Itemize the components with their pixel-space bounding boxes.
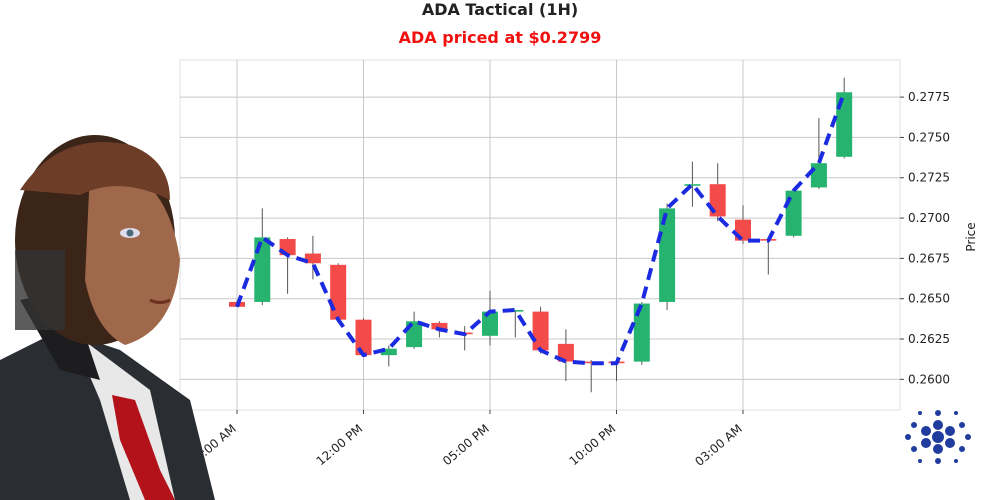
y-tick-label: 0.2775 — [908, 90, 950, 104]
candle-body — [836, 92, 853, 157]
close-line — [235, 91, 847, 366]
candle-body — [583, 361, 600, 364]
y-tick-label: 0.2625 — [908, 332, 950, 346]
y-tick-label: 0.2750 — [908, 130, 950, 144]
x-tick-label: 10:00 PM — [567, 422, 619, 469]
x-tick-label: 05:00 PM — [440, 422, 492, 469]
candle-body — [507, 310, 524, 312]
candle-body — [330, 264, 347, 320]
x-tick-label: 03:00 AM — [692, 422, 745, 469]
candle-body — [380, 348, 397, 356]
chart-title: ADA Tactical (1H) — [422, 0, 578, 19]
y-tick-label: 0.2725 — [908, 171, 950, 185]
candle-body — [684, 184, 701, 186]
y-tick-label: 0.2600 — [908, 372, 950, 386]
candle-body — [355, 319, 372, 356]
candle-body — [482, 311, 498, 336]
y-tick-label: 0.2675 — [908, 251, 950, 265]
y-tick-label: 0.2650 — [908, 292, 950, 306]
candle-body — [304, 253, 321, 264]
candle-body — [431, 322, 448, 330]
x-tick-label: 12:00 PM — [314, 422, 366, 469]
y-tick-label: 0.2700 — [908, 211, 950, 225]
candle-body — [810, 163, 827, 188]
cardano-logo — [905, 410, 971, 464]
candle-body — [557, 343, 574, 362]
candle-body — [532, 311, 549, 351]
chart-subtitle: ADA priced at $0.2799 — [399, 28, 602, 47]
robot-illustration — [0, 135, 215, 500]
y-axis-label: Price — [964, 222, 978, 251]
candle-body — [633, 303, 650, 362]
candle-body — [659, 208, 676, 302]
